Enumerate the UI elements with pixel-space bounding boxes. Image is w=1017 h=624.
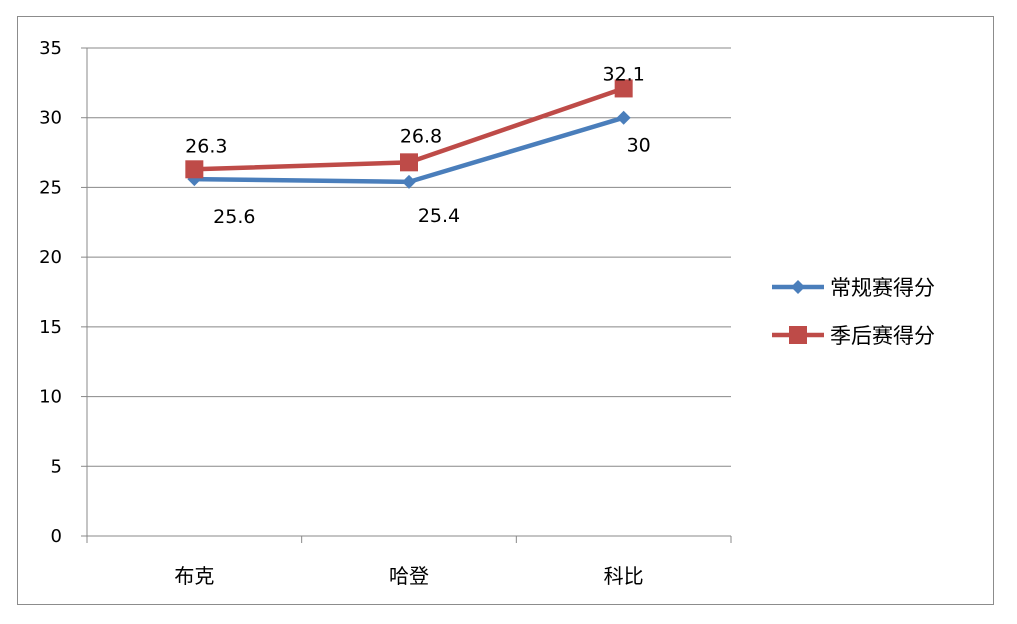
data-labels: 25.6 25.4 30 26.3 26.8 32.1 — [185, 63, 651, 228]
legend-marker — [789, 326, 807, 344]
y-tick-label: 10 — [39, 387, 62, 408]
series — [185, 79, 633, 189]
chart-frame — [17, 16, 994, 605]
legend-item: 常规赛得分 — [772, 276, 935, 300]
legend-item: 季后赛得分 — [772, 324, 935, 348]
legend-marker — [791, 280, 805, 294]
x-tick-label: 科比 — [604, 564, 644, 588]
y-tick-label: 5 — [51, 456, 62, 477]
gridlines — [87, 47, 731, 467]
y-tick-label: 15 — [39, 317, 62, 338]
data-point — [185, 160, 204, 179]
x-tick-label: 布克 — [174, 564, 214, 588]
y-tick-label: 0 — [51, 526, 62, 547]
data-point — [402, 174, 416, 189]
data-point — [614, 79, 633, 98]
axes: 0 5 10 15 20 25 30 35 布克 哈登 科比 — [39, 38, 732, 588]
data-label: 30 — [627, 135, 651, 157]
x-tick-label: 哈登 — [389, 564, 429, 588]
data-point — [400, 153, 418, 172]
y-tick-label: 35 — [39, 38, 62, 59]
y-tick-label: 25 — [39, 177, 62, 198]
y-tick-label: 20 — [39, 247, 62, 268]
data-label: 26.8 — [400, 125, 442, 147]
y-tick-label: 30 — [39, 108, 62, 129]
legend-label: 常规赛得分 — [830, 276, 935, 300]
data-label: 26.3 — [185, 135, 227, 157]
data-label: 32.1 — [603, 63, 645, 85]
legend-label: 季后赛得分 — [830, 324, 935, 348]
data-label: 25.4 — [418, 205, 460, 227]
data-point — [616, 110, 631, 125]
data-label: 25.6 — [213, 206, 255, 228]
